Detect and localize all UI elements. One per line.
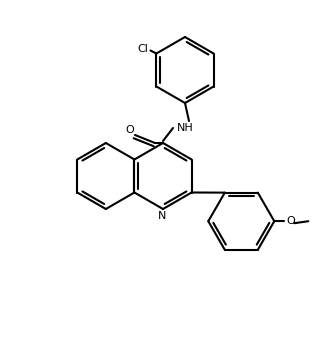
Text: O: O bbox=[286, 216, 295, 226]
Text: O: O bbox=[126, 125, 134, 135]
Text: N: N bbox=[158, 211, 166, 221]
Text: Cl: Cl bbox=[138, 44, 148, 53]
Text: NH: NH bbox=[177, 123, 193, 133]
